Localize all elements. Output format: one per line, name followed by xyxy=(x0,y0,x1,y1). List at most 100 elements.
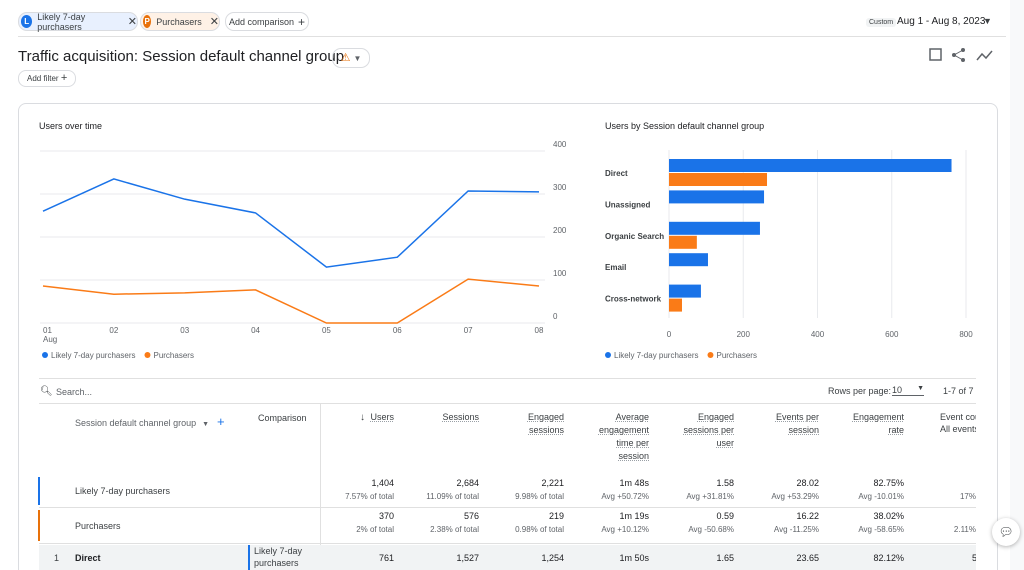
rows-per-page-select[interactable]: 10▼ xyxy=(892,385,924,396)
x-month-label: Aug xyxy=(43,335,57,344)
cell-value: 1.58 xyxy=(654,478,734,488)
header-label: Session default channel group xyxy=(75,418,196,428)
cell-sub: 0.98% of total xyxy=(484,525,564,534)
legend-marker xyxy=(144,352,150,358)
y-tick-label: 400 xyxy=(553,140,567,149)
x-tick-label: 07 xyxy=(464,326,473,335)
row-separator xyxy=(39,507,976,508)
cell-value: 1.65 xyxy=(654,553,734,563)
row-label: Purchasers xyxy=(75,521,121,531)
cell-value: 28.02 xyxy=(739,478,819,488)
cell-value: 761 xyxy=(314,553,394,563)
cell-sub: 9.98% of total xyxy=(484,492,564,501)
row-color-bar xyxy=(38,477,40,505)
bar xyxy=(669,190,764,203)
cell-value: 2,221 xyxy=(484,478,564,488)
line-series xyxy=(43,279,539,323)
row-index: 1 xyxy=(54,553,59,563)
column-header: Events per session xyxy=(757,411,819,437)
line-series xyxy=(43,179,539,267)
cell-sub: Avg +31.81% xyxy=(654,492,734,501)
cell-value: 1,404 xyxy=(314,478,394,488)
x-tick-label: 02 xyxy=(109,326,118,335)
cell-value: 1m 50s xyxy=(569,553,649,563)
cell-sub: Avg +10.12% xyxy=(569,525,649,534)
cell-value: 219 xyxy=(484,511,564,521)
x-tick-label: 800 xyxy=(959,330,973,339)
comparison-bar xyxy=(248,545,250,570)
chart-title: Users over time xyxy=(39,121,102,131)
rows-per-page-label: Rows per page: xyxy=(828,386,891,396)
legend-label: Likely 7-day purchasers xyxy=(614,351,698,360)
legend-label: Purchasers xyxy=(716,351,756,360)
charts: Users over time 0 100 200 300 400 01 02 03 04 05 06… xyxy=(0,0,1024,380)
row-color-bar xyxy=(38,510,40,541)
cell-sub: Avg -11.25% xyxy=(739,525,819,534)
x-tick-label: 01 xyxy=(43,326,52,335)
cell-sub: Avg +50.72% xyxy=(569,492,649,501)
x-tick-label: 06 xyxy=(393,326,402,335)
bar xyxy=(669,253,708,266)
cell-value: 2,684 xyxy=(399,478,479,488)
x-tick-label: 08 xyxy=(535,326,544,335)
column-header: Engaged sessions xyxy=(502,411,564,437)
column-header-sub: All events xyxy=(940,424,976,434)
y-tick-label: 100 xyxy=(553,269,567,278)
cell-value: 370 xyxy=(314,511,394,521)
x-tick-label: 05 xyxy=(322,326,331,335)
x-tick-label: 04 xyxy=(251,326,260,335)
legend-marker xyxy=(605,352,611,358)
search-input[interactable]: Search... xyxy=(56,387,92,397)
select-value: 10 xyxy=(892,385,902,395)
chart-title: Users by Session default channel group xyxy=(605,121,764,131)
legend-marker xyxy=(707,352,713,358)
cell-sub: 7.57% of total xyxy=(314,492,394,501)
cell-value: 82.12% xyxy=(824,553,904,563)
y-tick-label: Email xyxy=(605,263,626,272)
cell-sub: 2% of total xyxy=(314,525,394,534)
column-header: Engaged sessions per user xyxy=(672,411,734,450)
cell-sub: 2.11% xyxy=(940,525,976,534)
cell-value: 1m 19s xyxy=(569,511,649,521)
y-tick-label: 0 xyxy=(553,312,558,321)
cell-value: 1m 48s xyxy=(569,478,649,488)
bar xyxy=(669,159,952,172)
dimension-header[interactable]: Session default channel group▼+ xyxy=(75,414,225,429)
search-icon: 🔍︎ xyxy=(40,386,53,397)
feedback-button[interactable]: 💬︎ xyxy=(992,518,1020,546)
cell-sub: 17% xyxy=(940,492,976,501)
cell-value: 38.02% xyxy=(824,511,904,521)
cell-value: 16.22 xyxy=(739,511,819,521)
cell-value: 576 xyxy=(399,511,479,521)
y-tick-label: 200 xyxy=(553,226,567,235)
row-label: Direct xyxy=(75,553,101,563)
cell-sub: 2.38% of total xyxy=(399,525,479,534)
cell-value: 1,527 xyxy=(399,553,479,563)
bar xyxy=(669,222,760,235)
y-tick-label: Unassigned xyxy=(605,200,650,209)
x-tick-label: 600 xyxy=(885,330,899,339)
column-header: Engagement rate xyxy=(842,411,904,437)
cell-sub: Avg +53.29% xyxy=(739,492,819,501)
legend-label: Purchasers xyxy=(153,351,193,360)
x-tick-label: 200 xyxy=(737,330,751,339)
bar xyxy=(669,285,701,298)
bar xyxy=(669,173,767,186)
column-header: Sessions xyxy=(417,411,479,424)
cell-value: 0.59 xyxy=(654,511,734,521)
comparison-header: Comparison xyxy=(258,413,307,423)
x-tick-label: 03 xyxy=(180,326,189,335)
column-header: Event count xyxy=(940,411,976,424)
cell-sub: Avg -50.68% xyxy=(654,525,734,534)
bar xyxy=(669,299,682,312)
y-tick-label: Cross-network xyxy=(605,295,662,304)
cell-sub: 11.09% of total xyxy=(399,492,479,501)
column-header: Average engagement time per session xyxy=(587,411,649,463)
y-tick-label: Organic Search xyxy=(605,232,664,241)
row-separator xyxy=(39,543,976,544)
legend-label: Likely 7-day purchasers xyxy=(51,351,135,360)
y-tick-label: Direct xyxy=(605,169,628,178)
y-tick-label: 300 xyxy=(553,183,567,192)
divider xyxy=(39,403,976,404)
